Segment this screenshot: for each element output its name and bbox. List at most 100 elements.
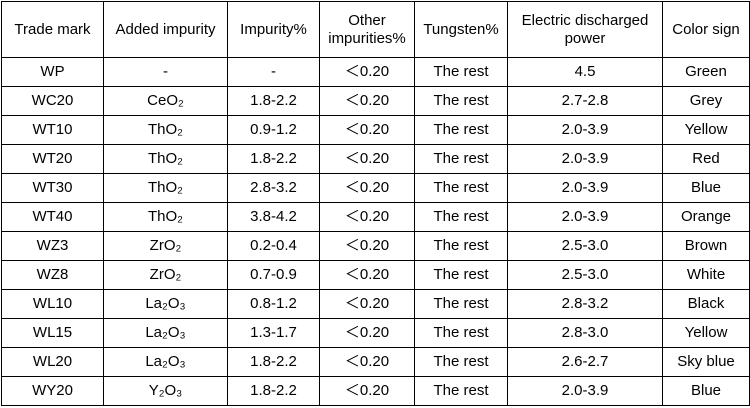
table-cell: Y₂O₃ (103, 376, 228, 406)
table-cell: ＜0.20 (319, 376, 415, 406)
table-cell: WY20 (1, 376, 104, 406)
header-cell: Color sign (662, 1, 750, 58)
table-cell: Blue (662, 376, 750, 406)
table-cell: WT20 (1, 144, 104, 174)
table-cell: ＜0.20 (319, 202, 415, 232)
table-cell: 1.8-2.2 (227, 347, 320, 377)
table-cell: The rest (414, 115, 508, 145)
header-cell: Other impurities% (319, 1, 415, 58)
table-cell: - (103, 57, 228, 87)
header-cell: Electric discharged power (507, 1, 663, 58)
header-cell: Trade mark (1, 1, 104, 58)
table-body: WP - - ＜0.20 The rest 4.5 Green WC20 CeO₂ 1.8-2.2… (1, 57, 750, 406)
table-cell: ＜0.20 (319, 144, 415, 174)
table-cell: 1.8-2.2 (227, 376, 320, 406)
table-cell: ZrO₂ (103, 260, 228, 290)
table-cell: WZ3 (1, 231, 104, 261)
table-cell: Sky blue (662, 347, 750, 377)
table-cell: ＜0.20 (319, 347, 415, 377)
table-row: WT10 ThO₂ 0.9-1.2 ＜0.20 The rest 2.0-3.9 Yello… (1, 115, 750, 145)
table-cell: CeO₂ (103, 86, 228, 116)
table-row: WZ3 ZrO₂ 0.2-0.4 ＜0.20 The rest 2.5-3.0 Brown (1, 231, 750, 261)
table-cell: ThO₂ (103, 144, 228, 174)
table-cell: ＜0.20 (319, 289, 415, 319)
table-cell: WL15 (1, 318, 104, 348)
table-cell: 2.5-3.0 (507, 260, 663, 290)
table-cell: The rest (414, 144, 508, 174)
table-cell: WT10 (1, 115, 104, 145)
table-cell: The rest (414, 173, 508, 203)
table-cell: WZ8 (1, 260, 104, 290)
table-row: WY20 Y₂O₃ 1.8-2.2 ＜0.20 The rest 2.0-3.9 Blue (1, 376, 750, 406)
header-cell: Tungsten% (414, 1, 508, 58)
table-cell: WT40 (1, 202, 104, 232)
table-cell: Black (662, 289, 750, 319)
table-cell: 2.8-3.2 (507, 289, 663, 319)
table-cell: The rest (414, 260, 508, 290)
table-row: WT30 ThO₂ 2.8-3.2 ＜0.20 The rest 2.0-3.9 Blue (1, 173, 750, 203)
table-cell: The rest (414, 347, 508, 377)
table-cell: 0.2-0.4 (227, 231, 320, 261)
header-cell: Added impurity (103, 1, 228, 58)
table-cell: Brown (662, 231, 750, 261)
table-cell: Orange (662, 202, 750, 232)
table-cell: The rest (414, 376, 508, 406)
table-cell: 2.0-3.9 (507, 376, 663, 406)
table-cell: The rest (414, 57, 508, 87)
table-cell: ＜0.20 (319, 260, 415, 290)
table-cell: ZrO₂ (103, 231, 228, 261)
table-cell: The rest (414, 318, 508, 348)
table-cell: ThO₂ (103, 202, 228, 232)
table-header: Trade mark Added impurity Impurity% Other i… (1, 1, 750, 58)
header-row: Trade mark Added impurity Impurity% Other i… (1, 1, 750, 58)
table-cell: The rest (414, 202, 508, 232)
table-cell: White (662, 260, 750, 290)
header-cell: Impurity% (227, 1, 320, 58)
table-row: WT40 ThO₂ 3.8-4.2 ＜0.20 The rest 2.0-3.9 Orang… (1, 202, 750, 232)
table-cell: WT30 (1, 173, 104, 203)
table-cell: ThO₂ (103, 115, 228, 145)
table-cell: WL10 (1, 289, 104, 319)
table-cell: Yellow (662, 115, 750, 145)
table-cell: Green (662, 57, 750, 87)
table-cell: 2.0-3.9 (507, 115, 663, 145)
table-cell: WL20 (1, 347, 104, 377)
table-cell: ＜0.20 (319, 57, 415, 87)
table-cell: Blue (662, 173, 750, 203)
table-cell: 2.8-3.0 (507, 318, 663, 348)
table-cell: The rest (414, 231, 508, 261)
table-cell: 2.7-2.8 (507, 86, 663, 116)
table-cell: 2.8-3.2 (227, 173, 320, 203)
table-row: WL15 La₂O₃ 1.3-1.7 ＜0.20 The rest 2.8-3.0 Yell… (1, 318, 750, 348)
table-cell: ＜0.20 (319, 231, 415, 261)
table-cell: The rest (414, 86, 508, 116)
table-cell: 0.9-1.2 (227, 115, 320, 145)
table-cell: 1.3-1.7 (227, 318, 320, 348)
table-cell: 2.0-3.9 (507, 144, 663, 174)
table-cell: Yellow (662, 318, 750, 348)
table-cell: 2.0-3.9 (507, 173, 663, 203)
table-cell: 3.8-4.2 (227, 202, 320, 232)
table-cell: 2.0-3.9 (507, 202, 663, 232)
table-cell: La₂O₃ (103, 347, 228, 377)
table-cell: 0.7-0.9 (227, 260, 320, 290)
table-cell: The rest (414, 289, 508, 319)
table-row: WZ8 ZrO₂ 0.7-0.9 ＜0.20 The rest 2.5-3.0 White (1, 260, 750, 290)
table-cell: ThO₂ (103, 173, 228, 203)
table-cell: WP (1, 57, 104, 87)
table-cell: 4.5 (507, 57, 663, 87)
table-cell: - (227, 57, 320, 87)
table-cell: Grey (662, 86, 750, 116)
table-cell: 2.6-2.7 (507, 347, 663, 377)
table-row: WP - - ＜0.20 The rest 4.5 Green (1, 57, 750, 87)
table-row: WL10 La₂O₃ 0.8-1.2 ＜0.20 The rest 2.8-3.2 Blac… (1, 289, 750, 319)
table-cell: 1.8-2.2 (227, 86, 320, 116)
table-cell: 1.8-2.2 (227, 144, 320, 174)
table-row: WT20 ThO₂ 1.8-2.2 ＜0.20 The rest 2.0-3.9 Red (1, 144, 750, 174)
table-cell: 2.5-3.0 (507, 231, 663, 261)
table-cell: ＜0.20 (319, 173, 415, 203)
table-cell: WC20 (1, 86, 104, 116)
table-cell: ＜0.20 (319, 86, 415, 116)
